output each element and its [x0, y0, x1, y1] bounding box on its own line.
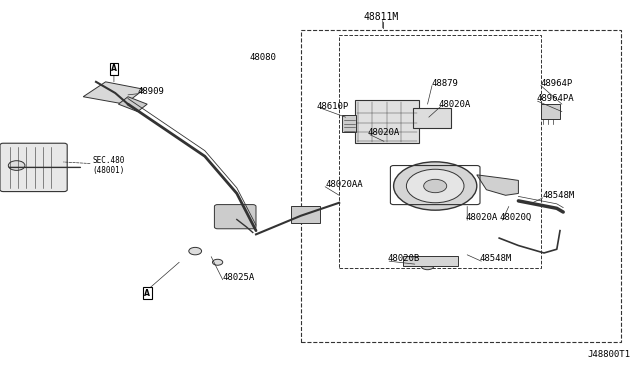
Text: 48548M: 48548M [543, 191, 575, 200]
Bar [339, 35, 541, 268]
Text: 48020B: 48020B [387, 254, 419, 263]
Bar [342, 115, 356, 132]
Text: 48020Q: 48020Q [499, 213, 531, 222]
Text: 48080: 48080 [250, 53, 276, 62]
Bar [291, 206, 320, 223]
Circle shape [421, 262, 434, 270]
Text: 48909: 48909 [138, 87, 164, 96]
Text: 48020A: 48020A [466, 213, 498, 222]
FancyBboxPatch shape [0, 143, 67, 192]
Bar [301, 30, 621, 342]
Circle shape [406, 169, 464, 203]
Circle shape [424, 179, 447, 193]
Polygon shape [477, 175, 518, 195]
Text: 48811M: 48811M [363, 12, 399, 22]
Circle shape [212, 259, 223, 265]
Text: 48548M: 48548M [480, 254, 512, 263]
Text: 48020AA: 48020AA [325, 180, 363, 189]
Bar [403, 256, 458, 266]
Text: A: A [144, 289, 150, 298]
FancyBboxPatch shape [214, 205, 256, 229]
Text: SEC.480
(48001): SEC.480 (48001) [93, 156, 125, 175]
Text: 48964PA: 48964PA [536, 94, 574, 103]
Text: J48800T1: J48800T1 [588, 350, 630, 359]
Circle shape [394, 162, 477, 210]
Text: 48610P: 48610P [317, 102, 349, 110]
Text: 48964P: 48964P [541, 79, 573, 88]
Text: A: A [111, 64, 117, 73]
Polygon shape [83, 82, 144, 104]
Circle shape [189, 247, 202, 255]
Text: 48020A: 48020A [438, 100, 470, 109]
Polygon shape [118, 97, 147, 112]
Bar [413, 108, 451, 128]
Text: 48020A: 48020A [368, 128, 400, 137]
Circle shape [8, 161, 25, 170]
Bar [355, 100, 419, 143]
Text: 48879: 48879 [432, 79, 459, 88]
Bar [541, 104, 560, 119]
Text: 48025A: 48025A [223, 273, 255, 282]
